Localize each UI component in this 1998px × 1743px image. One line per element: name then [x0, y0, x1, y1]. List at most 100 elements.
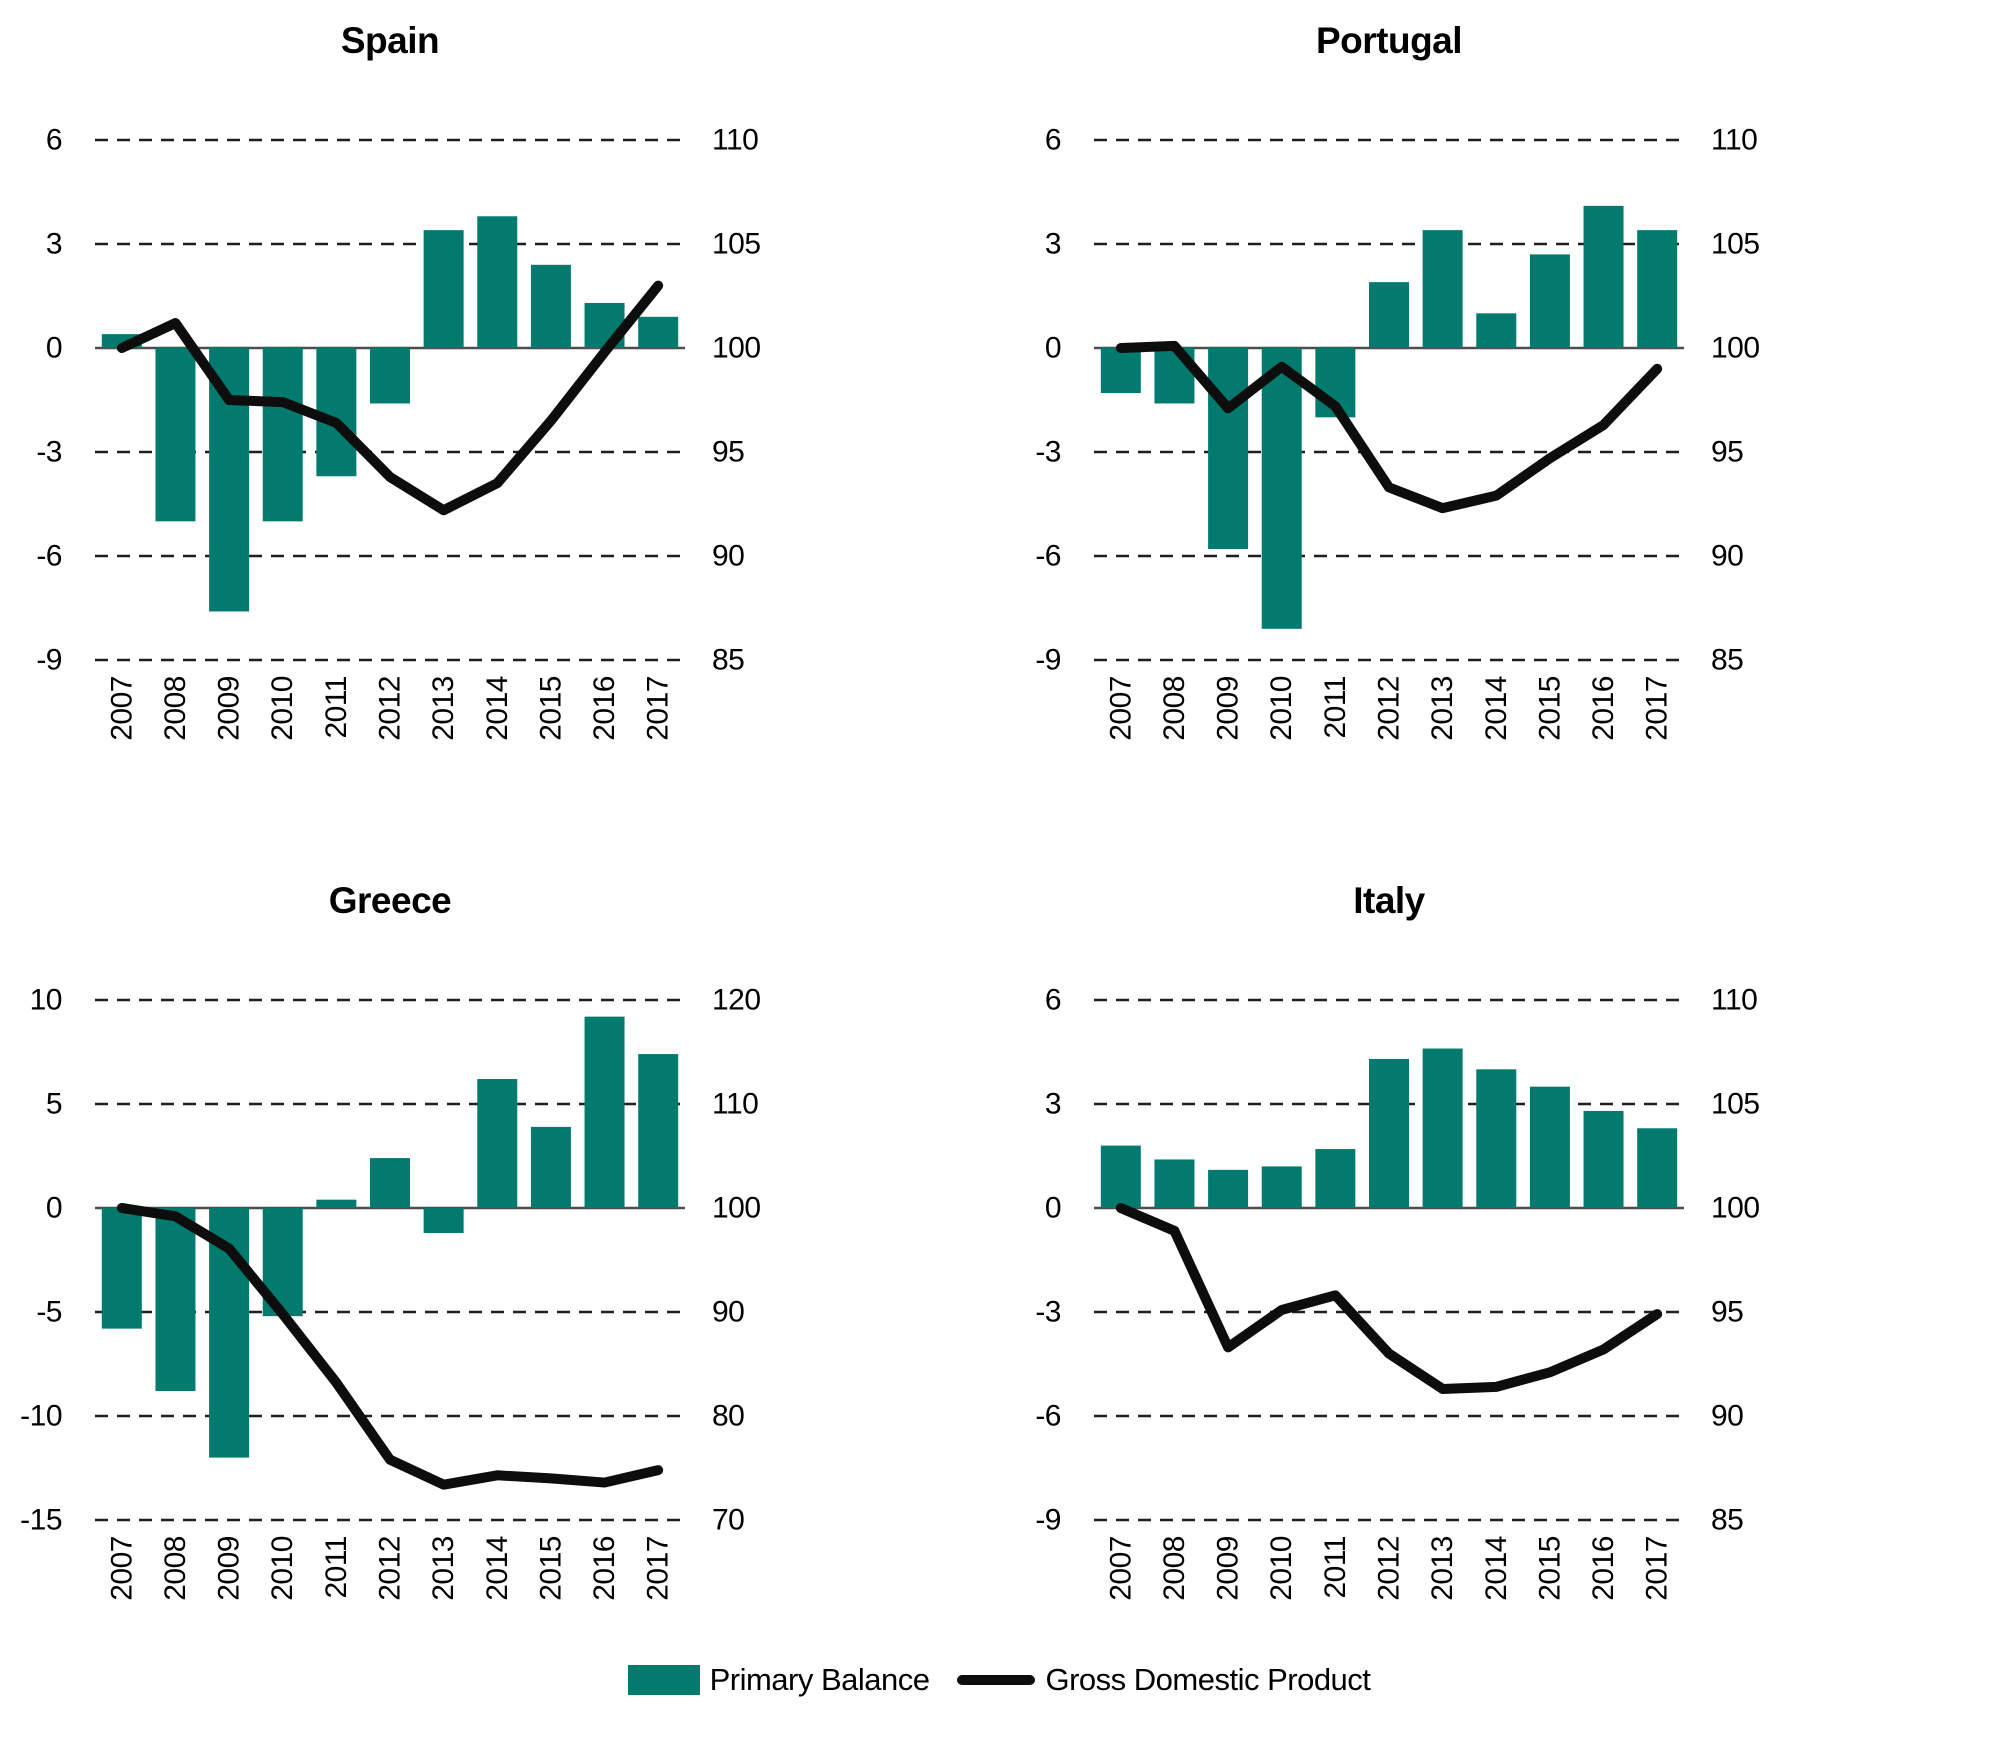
right-axis-tick-label: 70 — [712, 1504, 744, 1537]
year-label-2007: 2007 — [105, 1536, 138, 1601]
right-axis-tick-label: 90 — [712, 1296, 744, 1329]
right-axis-tick-label: 85 — [1711, 644, 1743, 677]
primary-balance-bar-2008 — [1154, 1159, 1195, 1208]
left-axis-tick-label: 10 — [30, 984, 62, 1017]
year-label-2015: 2015 — [534, 676, 567, 741]
year-label-2017: 2017 — [1641, 1536, 1674, 1601]
primary-balance-bar-2016 — [1583, 205, 1624, 348]
year-label-2008: 2008 — [159, 676, 192, 741]
primary-balance-bar-2012 — [370, 348, 410, 404]
year-label-2011: 2011 — [1319, 676, 1352, 739]
chart-panel-greece: Greece 10 120 5 110 0 100 -5 90 -10 80 -15 70 2007 20… — [0, 860, 999, 1660]
left-axis-tick-label: 3 — [1045, 228, 1061, 261]
primary-balance-bar-2015 — [1529, 254, 1570, 348]
primary-balance-bar-2009 — [1208, 348, 1249, 550]
year-label-2014: 2014 — [481, 676, 514, 741]
primary-balance-bar-2007 — [1100, 1145, 1141, 1208]
left-axis-tick-label: -5 — [36, 1296, 62, 1329]
primary-balance-bar-2015 — [530, 1126, 571, 1208]
right-axis-tick-label: 110 — [712, 1088, 758, 1121]
year-label-2008: 2008 — [159, 1536, 192, 1601]
primary-balance-bar-2012 — [370, 1158, 410, 1208]
chart-panel-portugal: Portugal 6 110 3 105 0 100 -3 95 -6 90 -9 85 2007 200… — [999, 0, 1998, 800]
primary-balance-bar-2010 — [262, 348, 303, 522]
primary-balance-legend-label: Primary Balance — [709, 1662, 930, 1697]
primary-balance-bar-2017 — [638, 316, 679, 348]
primary-balance-bar-2013 — [1422, 230, 1463, 348]
primary-balance-bar-2010 — [1261, 1166, 1302, 1208]
primary-balance-bar-2012 — [1369, 1058, 1409, 1208]
primary-balance-bar-2013 — [1422, 1048, 1463, 1208]
year-label-2013: 2013 — [427, 676, 460, 741]
year-label-2014: 2014 — [1480, 676, 1513, 741]
left-axis-tick-label: -9 — [1035, 1504, 1061, 1537]
primary-balance-bar-2011 — [1315, 1149, 1356, 1208]
right-axis-tick-label: 105 — [1711, 1088, 1760, 1121]
year-label-2009: 2009 — [213, 676, 246, 741]
left-axis-tick-label: 6 — [1045, 984, 1061, 1017]
gdp-line — [1115, 1203, 1663, 1394]
right-axis-tick-label: 95 — [712, 436, 744, 469]
chart-title-italy: Italy — [1353, 880, 1425, 921]
left-axis-tick-label: -9 — [36, 644, 62, 677]
right-axis-tick-label: 100 — [712, 1192, 761, 1225]
year-label-2015: 2015 — [1533, 1536, 1566, 1601]
primary-balance-bar-2009 — [1208, 1169, 1249, 1208]
chart-title-spain: Spain — [340, 20, 440, 61]
year-label-2017: 2017 — [642, 1536, 675, 1601]
year-label-2007: 2007 — [1104, 1536, 1137, 1601]
year-label-2010: 2010 — [1265, 1536, 1298, 1601]
right-axis-tick-label: 105 — [712, 228, 761, 261]
year-label-2011: 2011 — [1319, 1536, 1352, 1599]
primary-balance-bar-2014 — [1476, 1069, 1517, 1208]
chart-title-portugal: Portugal — [1315, 20, 1463, 61]
left-axis-tick-label: 0 — [1045, 332, 1061, 365]
left-axis-tick-label: 5 — [46, 1088, 62, 1121]
year-label-2010: 2010 — [266, 676, 299, 741]
spain-combo-chart: 6 110 3 105 0 100 -3 95 -6 90 -9 85 2007 2008 2009 2010… — [36, 124, 761, 741]
right-axis-tick-label: 95 — [1711, 436, 1743, 469]
primary-balance-bar-2017 — [1637, 230, 1678, 348]
year-label-2007: 2007 — [1104, 676, 1137, 741]
gdp-line — [116, 280, 664, 516]
primary-balance-bar-2014 — [1476, 313, 1517, 348]
year-label-2008: 2008 — [1158, 676, 1191, 741]
year-label-2011: 2011 — [320, 676, 353, 739]
right-axis-tick-label: 95 — [1711, 1296, 1743, 1329]
primary-balance-bar-2014 — [477, 1079, 518, 1208]
right-axis-tick-label: 110 — [1711, 124, 1757, 157]
primary-balance-bar-2008 — [155, 1208, 196, 1392]
right-axis-tick-label: 100 — [1711, 332, 1760, 365]
left-axis-tick-label: 0 — [46, 1192, 62, 1225]
left-axis-tick-label: 3 — [1045, 1088, 1061, 1121]
right-axis-tick-label: 110 — [712, 124, 758, 157]
primary-balance-bar-2011 — [316, 348, 357, 477]
chart-legend: Primary Balance Gross Domestic Product — [0, 1645, 1998, 1715]
year-label-2014: 2014 — [1480, 1536, 1513, 1601]
primary-balance-bar-2017 — [638, 1054, 679, 1208]
year-label-2013: 2013 — [427, 1536, 460, 1601]
left-axis-tick-label: 6 — [46, 124, 62, 157]
year-label-2012: 2012 — [1373, 1536, 1406, 1601]
left-axis-tick-label: 0 — [46, 332, 62, 365]
year-label-2015: 2015 — [1533, 676, 1566, 741]
primary-balance-bar-2012 — [1369, 282, 1409, 348]
primary-balance-bar-2007 — [101, 1208, 142, 1329]
year-label-2012: 2012 — [1373, 676, 1406, 741]
right-axis-tick-label: 120 — [712, 984, 761, 1017]
left-axis-tick-label: 6 — [1045, 124, 1061, 157]
year-label-2016: 2016 — [1587, 1536, 1620, 1601]
year-label-2009: 2009 — [1212, 1536, 1245, 1601]
gdp-line-swatch-icon — [957, 1675, 1036, 1685]
gdp-legend-label: Gross Domestic Product — [1045, 1662, 1371, 1697]
primary-balance-bar-2016 — [1583, 1110, 1624, 1208]
primary-balance-bar-2016 — [584, 1016, 625, 1208]
year-label-2014: 2014 — [481, 1536, 514, 1601]
gdp-line — [116, 1203, 664, 1490]
primary-balance-bar-2013 — [423, 230, 464, 348]
primary-balance-bar-2015 — [530, 264, 571, 348]
portugal-combo-chart: 6 110 3 105 0 100 -3 95 -6 90 -9 85 2007 2008 2009 2010… — [1035, 124, 1760, 741]
right-axis-tick-label: 90 — [712, 540, 744, 573]
year-label-2009: 2009 — [1212, 676, 1245, 741]
